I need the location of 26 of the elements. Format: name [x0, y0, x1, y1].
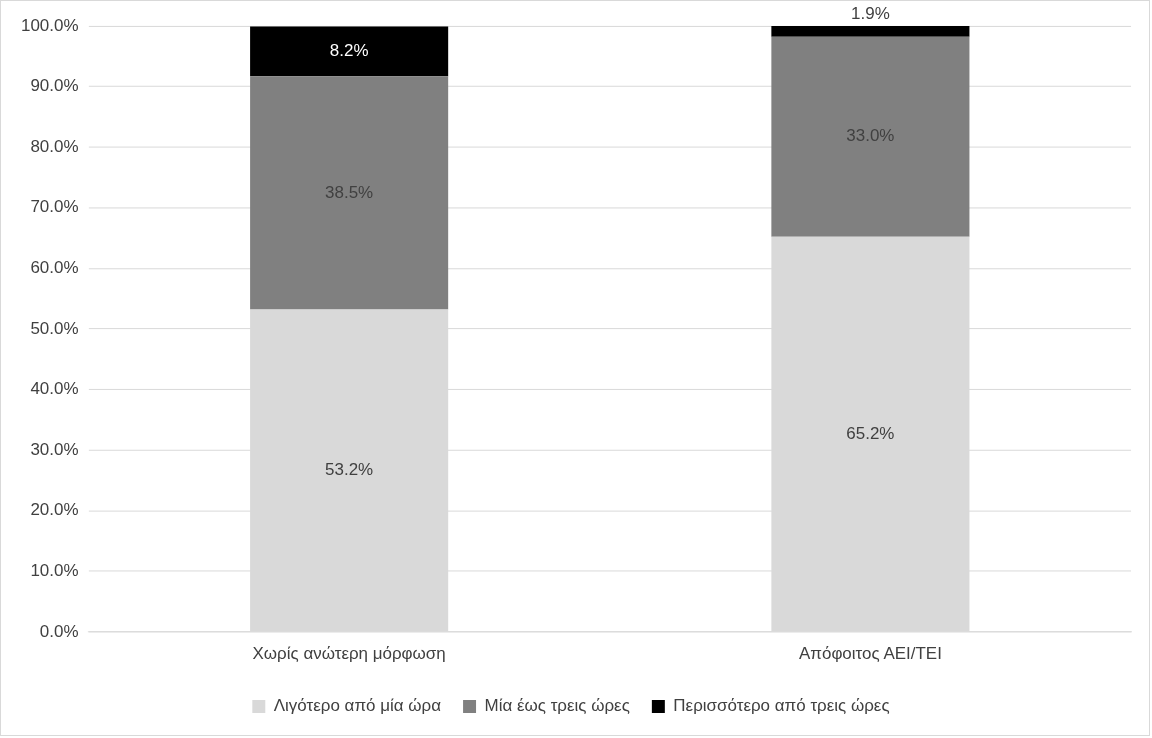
- data-label: 53.2%: [325, 460, 374, 480]
- y-tick-label: 70.0%: [30, 197, 79, 217]
- y-tick-label: 20.0%: [30, 500, 79, 520]
- bar: [771, 25, 970, 37]
- legend-label: Μία έως τρεις ώρες: [484, 696, 630, 716]
- y-tick-label: 30.0%: [30, 439, 79, 459]
- data-label: 38.5%: [325, 182, 374, 202]
- x-tick-label: Απόφοιτος ΑΕΙ/ΤΕΙ: [798, 643, 942, 663]
- data-label: 65.2%: [846, 423, 895, 443]
- legend-label: Λιγότερο από μία ώρα: [273, 696, 442, 716]
- bar: [250, 26, 449, 77]
- y-tick-label: 40.0%: [30, 379, 79, 399]
- bar: [250, 76, 449, 310]
- data-label: 1.9%: [851, 3, 890, 23]
- y-tick-label: 80.0%: [30, 136, 79, 156]
- y-tick-label: 100.0%: [20, 15, 79, 35]
- y-tick-label: 0.0%: [39, 621, 79, 641]
- y-tick-label: 90.0%: [30, 76, 79, 96]
- bar: [771, 36, 970, 237]
- y-tick-label: 10.0%: [30, 560, 79, 580]
- data-label: 33.0%: [846, 126, 895, 146]
- x-tick-label: Χωρίς ανώτερη μόρφωση: [252, 643, 446, 663]
- data-label: 8.2%: [329, 41, 369, 61]
- y-tick-label: 60.0%: [30, 257, 79, 277]
- legend-label: Περισσότερο από τρεις ώρες: [673, 696, 890, 716]
- y-tick-label: 50.0%: [30, 318, 79, 338]
